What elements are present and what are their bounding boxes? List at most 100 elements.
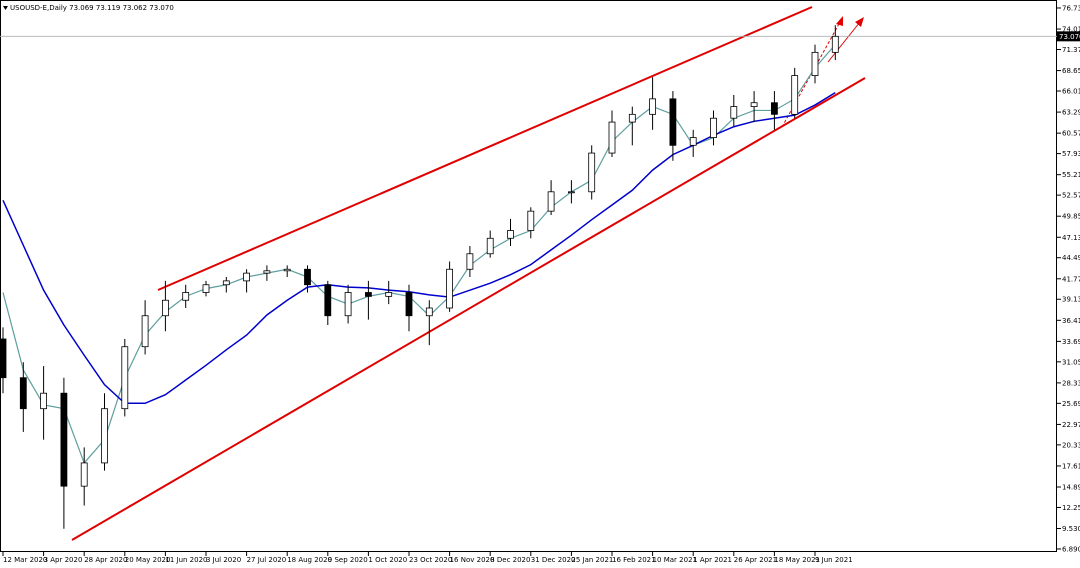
- candle-body: [304, 268, 311, 286]
- y-tick-label: 55.210: [1062, 171, 1080, 179]
- candle-body: [182, 292, 190, 301]
- y-tick-label: 49.850: [1062, 213, 1080, 221]
- candle-body: [730, 106, 738, 119]
- candle-body: [527, 210, 535, 231]
- y-tick-label: 74.010: [1062, 26, 1080, 34]
- y-tick-label: 14.890: [1062, 484, 1080, 492]
- x-tick-label: 27 Jul 2020: [247, 556, 287, 564]
- candle-body: [364, 292, 372, 297]
- y-tick-label: 25.690: [1062, 400, 1080, 408]
- x-tick-label: 31 Dec 2020: [531, 556, 576, 564]
- candle-body: [40, 392, 47, 410]
- x-tick-label: 3 Jul 2020: [206, 556, 241, 564]
- candle-body: [121, 346, 129, 410]
- candle-body: [669, 98, 677, 146]
- upper-trend-line: [157, 6, 813, 291]
- y-tick-label: 66.010: [1062, 88, 1080, 96]
- x-tick-label: 1 Apr 2021: [693, 556, 732, 564]
- x-tick-label: 16 Nov 2020: [450, 556, 495, 564]
- y-tick-label: 57.930: [1062, 150, 1080, 158]
- candle-body: [831, 35, 839, 53]
- candle-body: [202, 284, 210, 293]
- candle-body: [547, 191, 555, 212]
- candle-body: [507, 230, 514, 239]
- candle-body: [161, 299, 169, 317]
- candle-body: [19, 377, 27, 410]
- y-tick-label: 63.290: [1062, 109, 1080, 117]
- chart-title: USOUSD-E,Daily 73.069 73.119 73.062 73.0…: [10, 4, 174, 12]
- x-tick-label: 20 May 2020: [125, 556, 171, 564]
- candle-body: [263, 270, 271, 274]
- x-tick-label: 23 Oct 2020: [409, 556, 452, 564]
- candle-body: [466, 253, 474, 270]
- y-tick-label: 22.970: [1062, 421, 1080, 429]
- candle-body: [60, 392, 68, 487]
- candle-body: [608, 121, 616, 154]
- y-tick-label: 6.890: [1062, 545, 1080, 553]
- trend-lines: [71, 6, 866, 541]
- last-price-box: [1057, 31, 1080, 42]
- title-icon: [3, 6, 8, 10]
- x-tick-label: 28 Apr 2020: [84, 556, 127, 564]
- candle-body: [649, 98, 656, 115]
- candle-body: [324, 284, 332, 317]
- candle-body: [486, 237, 494, 255]
- y-tick-label: 12.250: [1062, 504, 1080, 512]
- y-tick-label: 31.050: [1062, 358, 1080, 366]
- y-tick-label: 17.610: [1062, 462, 1080, 470]
- y-tick-label: 44.490: [1062, 254, 1080, 262]
- x-tick-label: 25 Jan 2021: [571, 556, 613, 564]
- candle-body: [568, 191, 575, 194]
- y-tick-label: 39.130: [1062, 296, 1080, 304]
- plot-frame: [0, 0, 1057, 552]
- y-tick-label: 28.330: [1062, 379, 1080, 387]
- lower-trend-line: [71, 77, 866, 541]
- last-price-label: 73.070: [1059, 33, 1080, 41]
- arrow-line: [827, 21, 861, 63]
- candle-body: [283, 268, 291, 272]
- arrow-head: [836, 16, 843, 26]
- y-tick-label: 76.730: [1062, 4, 1080, 12]
- y-tick-label: 33.690: [1062, 338, 1080, 346]
- candle-body: [101, 408, 108, 464]
- candle-body: [710, 117, 717, 138]
- candle-body: [791, 75, 799, 115]
- x-tick-label: 3 Apr 2020: [44, 556, 83, 564]
- candle-body: [588, 152, 596, 193]
- x-tick-label: 10 Mar 2021: [653, 556, 697, 564]
- y-tick-label: 20.330: [1062, 441, 1080, 449]
- candle-body: [243, 272, 251, 282]
- x-tick-label: 8 Dec 2020: [490, 556, 530, 564]
- x-tick-label: 16 Feb 2021: [612, 556, 656, 564]
- y-tick-label: 9.530: [1062, 525, 1080, 533]
- y-tick-label: 52.570: [1062, 192, 1080, 200]
- candle-body: [405, 292, 413, 317]
- candle-body: [80, 462, 88, 487]
- x-tick-label: 26 Apr 2021: [734, 556, 777, 564]
- arrow-head: [855, 17, 864, 27]
- candle-body: [344, 292, 352, 317]
- candle-body: [446, 268, 454, 309]
- candle-body: [425, 307, 433, 317]
- x-tick-label: 9 Sep 2020: [328, 556, 368, 564]
- candle-body: [689, 137, 697, 146]
- y-tick-label: 47.130: [1062, 234, 1080, 242]
- candle-body: [771, 102, 778, 115]
- candle-body: [750, 102, 758, 107]
- x-tick-label: 18 Aug 2020: [287, 556, 332, 564]
- candle-body: [385, 292, 393, 297]
- x-tick-label: 18 May 2021: [774, 556, 820, 564]
- candle-body: [222, 280, 230, 286]
- x-tick-label: 9 Jun 2021: [815, 556, 853, 564]
- candle-body: [628, 113, 636, 123]
- y-tick-label: 71.370: [1062, 46, 1080, 54]
- x-tick-label: 1 Oct 2020: [368, 556, 407, 564]
- candle-body: [0, 338, 7, 379]
- x-tick-label: 12 Mar 2020: [3, 556, 47, 564]
- y-tick-label: 41.770: [1062, 275, 1080, 283]
- candle-body: [811, 51, 819, 77]
- y-tick-label: 60.570: [1062, 130, 1080, 138]
- candle-body: [141, 315, 149, 348]
